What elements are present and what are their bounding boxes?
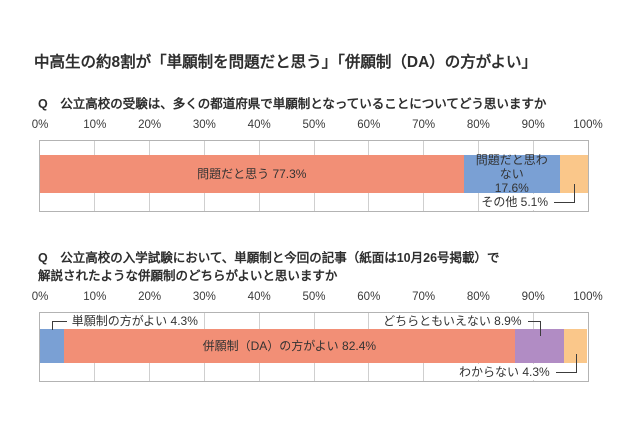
axis-tick-row: 0% 10% 20% 30% 40% 50% 60% 70% 80% 90% 100% bbox=[32, 116, 603, 140]
axis-tick-label: 60% bbox=[357, 119, 381, 131]
chart-1-plot-area: 0% 10% 20% 30% 40% 50% 60% 70% 80% 90% 100% 問題だと思う … bbox=[32, 116, 603, 212]
bar-segment bbox=[63, 329, 516, 363]
axis-tick-label: 70% bbox=[412, 119, 436, 131]
callout-label: どちらともいえない 8.9% bbox=[381, 313, 524, 329]
question-1: Q 公立高校の受験は、多くの都道府県で単願制となっていることについてどう思います… bbox=[38, 96, 547, 111]
bar-segment bbox=[40, 329, 64, 363]
chart-box: 単願制の方がよい 4.3% 併願制（DA）の方がよい 82.4% どちらともいえない… bbox=[39, 312, 589, 382]
axis-tick-label: 70% bbox=[412, 291, 436, 303]
axis-tick-label: 80% bbox=[466, 291, 490, 303]
bar-segment bbox=[463, 155, 561, 193]
axis-tick-label: 90% bbox=[521, 119, 545, 131]
axis-tick-label: 0% bbox=[31, 291, 49, 303]
axis-tick-label: 50% bbox=[302, 291, 326, 303]
callout-line bbox=[554, 184, 576, 203]
chart-box: 問題だと思う 77.3% 問題だと思わない 17.6% その他 5.1% bbox=[39, 140, 589, 212]
axis-tick-label: 0% bbox=[31, 119, 49, 131]
axis-tick-label: 20% bbox=[138, 119, 162, 131]
bar-segment bbox=[40, 155, 464, 193]
page-title: 中高生の約8割が「単願制を問題だと思う」「併願制（DA）の方がよい」 bbox=[34, 54, 537, 72]
callout-label: わからない 4.3% bbox=[456, 364, 552, 380]
bar-segment bbox=[515, 329, 564, 363]
callout-line bbox=[51, 321, 67, 330]
axis-tick-label: 30% bbox=[192, 119, 216, 131]
axis-tick-label: 50% bbox=[302, 119, 326, 131]
callout-line bbox=[527, 321, 541, 336]
bar-segment-label: 問題だと思わない 17.6% bbox=[475, 153, 548, 195]
axis-tick-label: 90% bbox=[521, 291, 545, 303]
chart-2-plot-area: 0% 10% 20% 30% 40% 50% 60% 70% 80% 90% 100% 単願制の方がよ… bbox=[32, 288, 603, 382]
axis-tick-label: 40% bbox=[247, 291, 271, 303]
axis-tick-label: 40% bbox=[247, 119, 271, 131]
bar-segment-label: 併願制（DA）の方がよい 82.4% bbox=[202, 339, 377, 353]
axis-tick-label: 100% bbox=[573, 119, 603, 131]
axis-tick-label: 80% bbox=[466, 119, 490, 131]
axis-tick-label: 10% bbox=[83, 291, 107, 303]
axis-tick-label: 20% bbox=[138, 291, 162, 303]
bar-segment bbox=[563, 329, 588, 363]
axis-tick-label: 60% bbox=[357, 291, 381, 303]
axis-tick-label: 100% bbox=[573, 291, 603, 303]
axis-tick-label: 10% bbox=[83, 119, 107, 131]
callout-label: 単願制の方がよい 4.3% bbox=[69, 313, 200, 329]
callout-line bbox=[555, 354, 577, 373]
axis-tick-label: 30% bbox=[192, 291, 216, 303]
question-2: Q 公立高校の入学試験において、単願制と今回の記事（紙面は10月26号掲載）で … bbox=[38, 250, 500, 283]
callout-label: その他 5.1% bbox=[479, 194, 551, 210]
bar-segment-label: 問題だと思う 77.3% bbox=[197, 167, 307, 181]
axis-tick-row: 0% 10% 20% 30% 40% 50% 60% 70% 80% 90% 100% bbox=[32, 288, 603, 312]
